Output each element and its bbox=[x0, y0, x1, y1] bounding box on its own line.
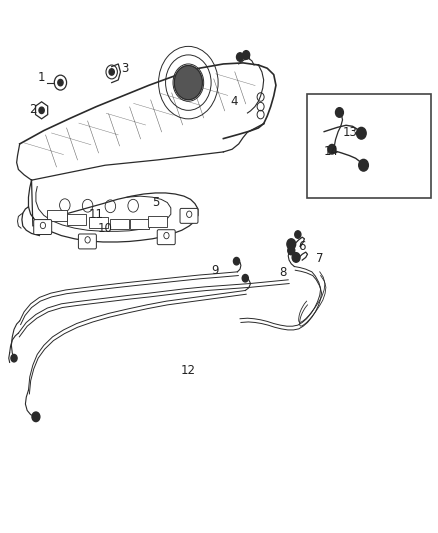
FancyBboxPatch shape bbox=[307, 94, 431, 198]
Text: 4: 4 bbox=[230, 95, 238, 108]
Text: 3: 3 bbox=[121, 62, 128, 75]
Text: 9: 9 bbox=[211, 264, 219, 277]
FancyBboxPatch shape bbox=[34, 220, 52, 235]
FancyBboxPatch shape bbox=[148, 216, 167, 227]
Circle shape bbox=[109, 69, 114, 75]
Text: 7: 7 bbox=[316, 252, 324, 265]
FancyBboxPatch shape bbox=[157, 230, 175, 245]
Text: 5: 5 bbox=[152, 196, 159, 209]
Text: 2: 2 bbox=[29, 103, 37, 116]
Circle shape bbox=[237, 53, 244, 61]
Circle shape bbox=[32, 412, 40, 422]
Text: 1: 1 bbox=[38, 71, 46, 84]
Text: 12: 12 bbox=[181, 364, 196, 377]
FancyBboxPatch shape bbox=[130, 219, 149, 229]
Circle shape bbox=[39, 107, 44, 114]
Circle shape bbox=[174, 66, 202, 100]
Circle shape bbox=[242, 274, 248, 282]
Text: 13: 13 bbox=[343, 126, 358, 139]
Circle shape bbox=[243, 51, 250, 59]
Circle shape bbox=[288, 246, 295, 255]
Circle shape bbox=[359, 159, 368, 171]
Text: 14: 14 bbox=[323, 146, 338, 158]
Text: 10: 10 bbox=[98, 222, 113, 235]
FancyBboxPatch shape bbox=[47, 210, 67, 221]
FancyBboxPatch shape bbox=[110, 219, 129, 229]
FancyBboxPatch shape bbox=[89, 217, 108, 228]
Text: 11: 11 bbox=[89, 208, 104, 221]
Circle shape bbox=[295, 231, 301, 238]
FancyBboxPatch shape bbox=[180, 208, 198, 223]
Circle shape bbox=[328, 144, 336, 154]
Circle shape bbox=[11, 354, 17, 362]
Text: 8: 8 bbox=[279, 266, 286, 279]
Circle shape bbox=[58, 79, 63, 86]
FancyBboxPatch shape bbox=[67, 214, 86, 225]
FancyBboxPatch shape bbox=[78, 234, 96, 249]
Text: 6: 6 bbox=[298, 240, 306, 253]
Circle shape bbox=[292, 253, 300, 262]
Circle shape bbox=[287, 239, 296, 249]
Circle shape bbox=[357, 127, 366, 139]
Circle shape bbox=[336, 108, 343, 117]
Circle shape bbox=[233, 257, 240, 265]
